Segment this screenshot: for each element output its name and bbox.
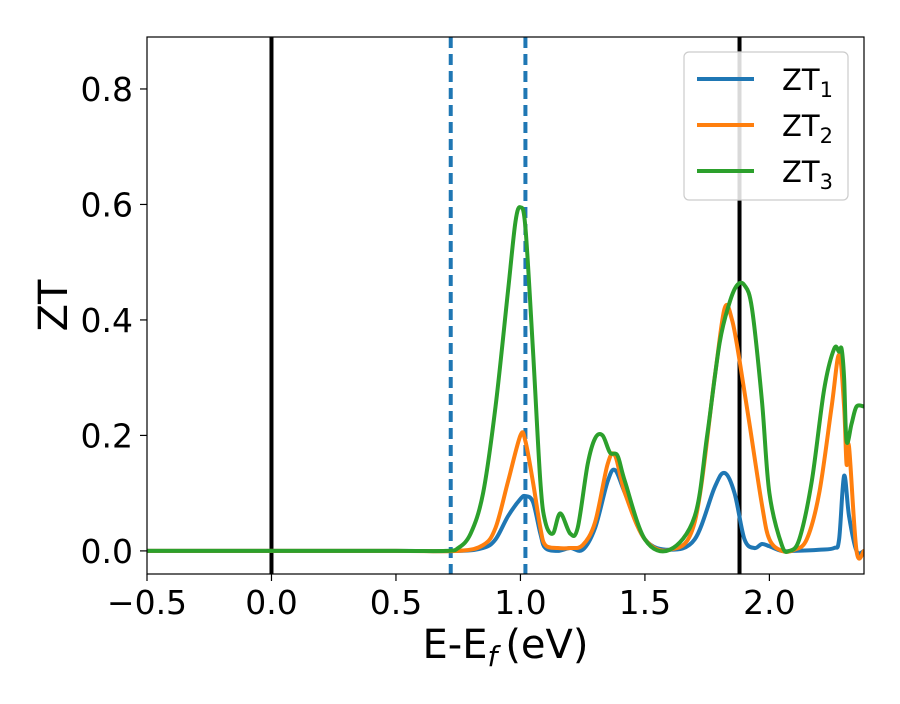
y-tick-label: 0.2: [81, 416, 133, 455]
x-axis-label-subscript: f: [487, 640, 501, 673]
x-axis-label-text: E-E: [422, 622, 487, 668]
legend-label-zt3: ZT3: [782, 155, 833, 194]
legend-label-subscript: 2: [820, 124, 833, 148]
y-tick-label: 0.4: [81, 301, 133, 340]
plot-area: [147, 205, 864, 561]
x-axis-label-unit: (eV): [505, 622, 588, 668]
x-tick-label: −0.5: [107, 583, 187, 622]
series-line-zt3: [147, 205, 864, 555]
legend-label-subscript: 3: [820, 170, 833, 194]
legend-box: [683, 51, 849, 201]
legend-label-main: ZT: [782, 63, 820, 97]
x-tick-label: 0.0: [245, 583, 297, 622]
legend-label-main: ZT: [782, 109, 820, 143]
plot-frame: [146, 36, 865, 575]
legend-label-subscript: 1: [820, 78, 833, 102]
y-tick-label: 0.0: [81, 532, 133, 571]
x-tick-label: 1.5: [619, 583, 671, 622]
x-tick-label: 0.5: [370, 583, 422, 622]
x-tick-label: 1.0: [494, 583, 546, 622]
legend-label-main: ZT: [782, 155, 820, 189]
legend-label-zt2: ZT2: [782, 109, 833, 148]
legend-label-zt1: ZT1: [782, 63, 833, 102]
y-tick-label: 0.8: [81, 70, 133, 109]
ticks: −0.5 0.0 0.5 1.0 1.5 2.0 0.0 0.2 0.4 0.6 0.8: [81, 70, 796, 622]
axis-labels: E-Ef (eV) ZT: [31, 279, 589, 673]
axes: [146, 36, 865, 575]
x-axis-label: E-Ef (eV): [422, 622, 588, 673]
y-tick-label: 0.6: [81, 185, 133, 224]
x-tick-label: 2.0: [743, 583, 795, 622]
y-axis-label: ZT: [31, 279, 77, 331]
